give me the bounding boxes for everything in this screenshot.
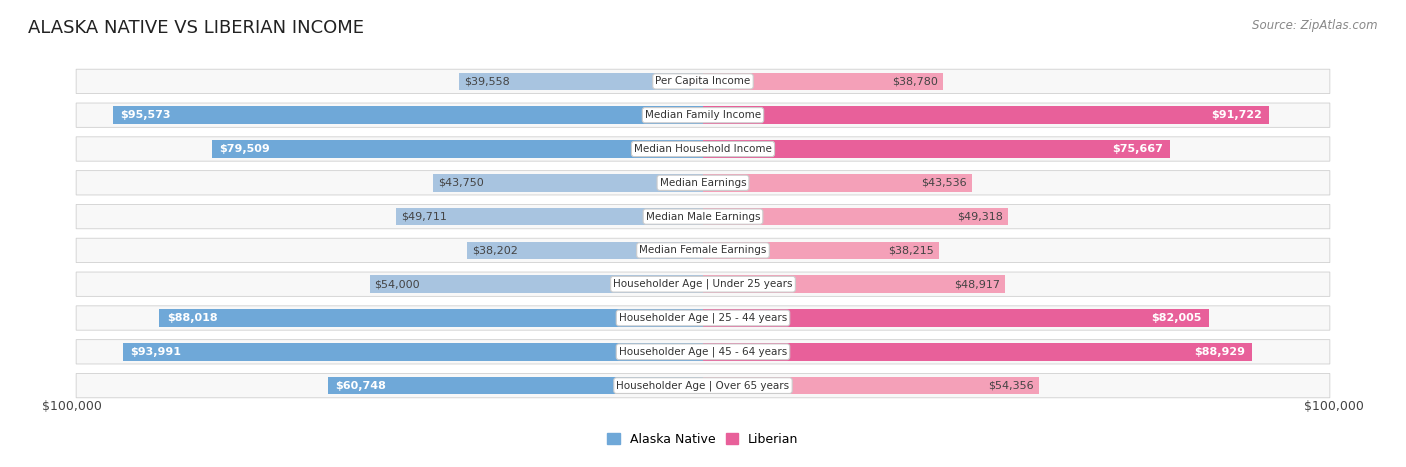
- Text: $43,750: $43,750: [437, 178, 484, 188]
- Text: $100,000: $100,000: [42, 400, 103, 413]
- Bar: [159, 309, 703, 327]
- Bar: [703, 140, 1170, 158]
- Bar: [122, 343, 703, 361]
- Text: $79,509: $79,509: [219, 144, 270, 154]
- Legend: Alaska Native, Liberian: Alaska Native, Liberian: [603, 428, 803, 451]
- Bar: [433, 174, 703, 191]
- Text: $43,536: $43,536: [921, 178, 967, 188]
- Bar: [703, 72, 942, 90]
- FancyBboxPatch shape: [76, 272, 1330, 297]
- Bar: [396, 208, 703, 226]
- FancyBboxPatch shape: [76, 205, 1330, 229]
- FancyBboxPatch shape: [76, 137, 1330, 161]
- Text: $82,005: $82,005: [1152, 313, 1202, 323]
- Text: $38,215: $38,215: [889, 245, 934, 255]
- Text: $88,018: $88,018: [167, 313, 218, 323]
- Text: Householder Age | 45 - 64 years: Householder Age | 45 - 64 years: [619, 347, 787, 357]
- FancyBboxPatch shape: [76, 103, 1330, 127]
- Text: Per Capita Income: Per Capita Income: [655, 77, 751, 86]
- Bar: [458, 72, 703, 90]
- Text: Median Household Income: Median Household Income: [634, 144, 772, 154]
- FancyBboxPatch shape: [76, 340, 1330, 364]
- Text: Median Female Earnings: Median Female Earnings: [640, 245, 766, 255]
- Text: Source: ZipAtlas.com: Source: ZipAtlas.com: [1253, 19, 1378, 32]
- Text: Median Family Income: Median Family Income: [645, 110, 761, 120]
- Bar: [467, 241, 703, 259]
- Bar: [112, 106, 703, 124]
- FancyBboxPatch shape: [76, 69, 1330, 93]
- Bar: [703, 309, 1209, 327]
- Text: $38,780: $38,780: [891, 77, 938, 86]
- Text: $93,991: $93,991: [129, 347, 181, 357]
- Text: $48,917: $48,917: [955, 279, 1000, 289]
- Text: $49,318: $49,318: [956, 212, 1002, 222]
- Text: ALASKA NATIVE VS LIBERIAN INCOME: ALASKA NATIVE VS LIBERIAN INCOME: [28, 19, 364, 37]
- Text: Householder Age | Over 65 years: Householder Age | Over 65 years: [616, 380, 790, 391]
- Text: $91,722: $91,722: [1211, 110, 1263, 120]
- Text: $88,929: $88,929: [1194, 347, 1244, 357]
- FancyBboxPatch shape: [76, 170, 1330, 195]
- Bar: [703, 241, 939, 259]
- Bar: [328, 377, 703, 395]
- Text: Median Earnings: Median Earnings: [659, 178, 747, 188]
- Bar: [370, 276, 703, 293]
- Text: $54,000: $54,000: [374, 279, 420, 289]
- Bar: [703, 276, 1005, 293]
- FancyBboxPatch shape: [76, 306, 1330, 330]
- Bar: [703, 174, 972, 191]
- Text: $75,667: $75,667: [1112, 144, 1163, 154]
- Text: $95,573: $95,573: [120, 110, 170, 120]
- Text: $49,711: $49,711: [401, 212, 447, 222]
- Bar: [703, 106, 1270, 124]
- Text: $100,000: $100,000: [1303, 400, 1364, 413]
- Text: $60,748: $60,748: [335, 381, 387, 390]
- Text: Householder Age | 25 - 44 years: Householder Age | 25 - 44 years: [619, 313, 787, 323]
- Bar: [703, 208, 1008, 226]
- FancyBboxPatch shape: [76, 238, 1330, 262]
- Text: $38,202: $38,202: [472, 245, 517, 255]
- FancyBboxPatch shape: [76, 374, 1330, 398]
- Bar: [703, 343, 1253, 361]
- Bar: [212, 140, 703, 158]
- Text: Householder Age | Under 25 years: Householder Age | Under 25 years: [613, 279, 793, 290]
- Text: $54,356: $54,356: [988, 381, 1033, 390]
- Bar: [703, 377, 1039, 395]
- Text: Median Male Earnings: Median Male Earnings: [645, 212, 761, 222]
- Text: $39,558: $39,558: [464, 77, 509, 86]
